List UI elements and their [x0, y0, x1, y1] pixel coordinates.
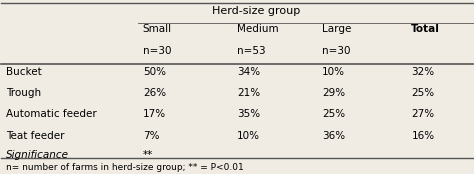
Text: Medium: Medium	[237, 24, 279, 34]
Text: Trough: Trough	[6, 88, 41, 98]
Text: 29%: 29%	[322, 88, 345, 98]
Text: Significance: Significance	[6, 150, 69, 160]
Text: 32%: 32%	[411, 67, 435, 77]
Text: Automatic feeder: Automatic feeder	[6, 109, 97, 119]
Text: n=53: n=53	[237, 46, 265, 56]
Text: 36%: 36%	[322, 131, 345, 141]
Text: 25%: 25%	[411, 88, 435, 98]
Text: 25%: 25%	[322, 109, 345, 119]
Text: n= number of farms in herd-size group; ** = P<0.01: n= number of farms in herd-size group; *…	[6, 163, 244, 172]
Text: Teat feeder: Teat feeder	[6, 131, 64, 141]
Text: 21%: 21%	[237, 88, 260, 98]
Text: Total: Total	[411, 24, 440, 34]
Text: n=30: n=30	[143, 46, 171, 56]
Text: 10%: 10%	[237, 131, 260, 141]
Text: Small: Small	[143, 24, 172, 34]
Text: 7%: 7%	[143, 131, 159, 141]
Text: 17%: 17%	[143, 109, 166, 119]
Text: Bucket: Bucket	[6, 67, 42, 77]
Text: 10%: 10%	[322, 67, 345, 77]
Text: **: **	[143, 150, 153, 160]
Text: Large: Large	[322, 24, 351, 34]
Text: 50%: 50%	[143, 67, 166, 77]
Text: 16%: 16%	[411, 131, 435, 141]
Text: 34%: 34%	[237, 67, 260, 77]
Text: 27%: 27%	[411, 109, 435, 119]
Text: Herd-size group: Herd-size group	[212, 6, 300, 16]
Text: n=30: n=30	[322, 46, 350, 56]
Text: 35%: 35%	[237, 109, 260, 119]
Text: 26%: 26%	[143, 88, 166, 98]
